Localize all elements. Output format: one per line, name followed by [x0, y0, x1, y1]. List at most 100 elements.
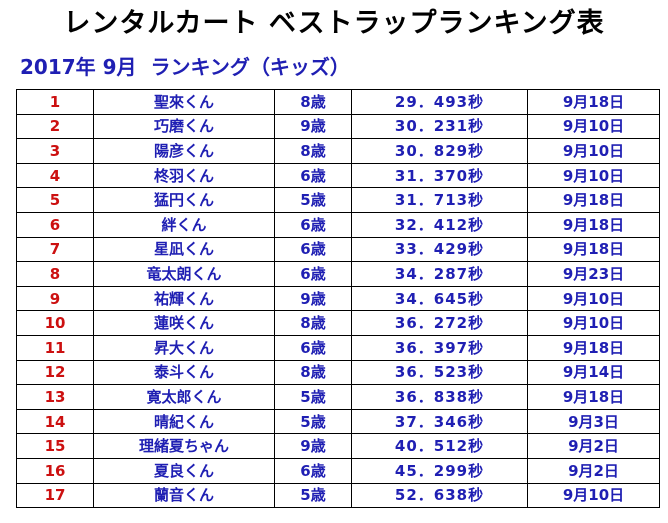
lap-time-cell: 31．370秒 [351, 162, 528, 189]
rank-cell: 12 [16, 359, 94, 386]
name-cell: 寛太郎くん [93, 384, 275, 410]
age-cell: 6歳 [274, 334, 352, 361]
lap-time-cell: 34．645秒 [351, 285, 528, 312]
lap-time-cell: 36．838秒 [351, 384, 528, 410]
rank-cell: 9 [16, 285, 94, 312]
name-cell: 昇大くん [93, 334, 275, 361]
age-cell: 5歳 [274, 187, 352, 213]
table-row: 2 巧磨くん 9歳 30．231秒 9月10日 [16, 113, 660, 140]
date-cell: 9月10日 [527, 310, 660, 336]
date-cell: 9月23日 [527, 261, 660, 287]
rank-cell: 3 [16, 138, 94, 164]
date-cell: 9月18日 [527, 236, 660, 263]
name-cell: 竜太朗くん [93, 261, 275, 287]
rank-cell: 11 [16, 334, 94, 361]
table-row: 11 昇大くん 6歳 36．397秒 9月18日 [16, 334, 660, 361]
lap-time-cell: 45．299秒 [351, 457, 528, 484]
table-row: 1 聖來くん 8歳 29．493秒 9月18日 [16, 89, 660, 115]
name-cell: 蘭音くん [93, 482, 275, 509]
rank-cell: 6 [16, 211, 94, 238]
rank-cell: 5 [16, 187, 94, 213]
age-cell: 6歳 [274, 236, 352, 263]
age-cell: 5歳 [274, 384, 352, 410]
lap-time-cell: 40．512秒 [351, 433, 528, 459]
date-cell: 9月18日 [527, 211, 660, 238]
rank-cell: 8 [16, 261, 94, 287]
name-cell: 聖來くん [93, 89, 275, 115]
age-cell: 9歳 [274, 433, 352, 459]
name-cell: 夏良くん [93, 457, 275, 484]
table-row: 6 絆くん 6歳 32．412秒 9月18日 [16, 211, 660, 238]
date-cell: 9月10日 [527, 482, 660, 509]
lap-time-cell: 36．272秒 [351, 310, 528, 336]
table-row: 13 寛太郎くん 5歳 36．838秒 9月18日 [16, 384, 660, 410]
table-row: 9 祐輝くん 9歳 34．645秒 9月10日 [16, 285, 660, 312]
date-cell: 9月10日 [527, 162, 660, 189]
rank-cell: 7 [16, 236, 94, 263]
age-cell: 6歳 [274, 457, 352, 484]
name-cell: 陽彦くん [93, 138, 275, 164]
date-cell: 9月18日 [527, 187, 660, 213]
lap-time-cell: 36．523秒 [351, 359, 528, 386]
rank-cell: 17 [16, 482, 94, 509]
rank-cell: 2 [16, 113, 94, 140]
date-cell: 9月3日 [527, 408, 660, 435]
name-cell: 晴紀くん [93, 408, 275, 435]
lap-time-cell: 30．231秒 [351, 113, 528, 140]
name-cell: 絆くん [93, 211, 275, 238]
date-cell: 9月10日 [527, 113, 660, 140]
date-cell: 9月2日 [527, 457, 660, 484]
lap-time-cell: 34．287秒 [351, 261, 528, 287]
lap-time-cell: 52．638秒 [351, 482, 528, 509]
lap-time-cell: 33．429秒 [351, 236, 528, 263]
age-cell: 6歳 [274, 211, 352, 238]
rank-cell: 15 [16, 433, 94, 459]
table-row: 3 陽彦くん 8歳 30．829秒 9月10日 [16, 138, 660, 164]
table-row: 17 蘭音くん 5歳 52．638秒 9月10日 [16, 482, 660, 509]
name-cell: 蓮咲くん [93, 310, 275, 336]
rank-cell: 4 [16, 162, 94, 189]
table-row: 7 星凪くん 6歳 33．429秒 9月18日 [16, 236, 660, 263]
date-cell: 9月18日 [527, 334, 660, 361]
rank-cell: 1 [16, 89, 94, 115]
age-cell: 6歳 [274, 261, 352, 287]
age-cell: 5歳 [274, 482, 352, 509]
age-cell: 9歳 [274, 113, 352, 140]
date-cell: 9月14日 [527, 359, 660, 386]
rank-cell: 14 [16, 408, 94, 435]
name-cell: 泰斗くん [93, 359, 275, 386]
lap-time-cell: 36．397秒 [351, 334, 528, 361]
age-cell: 6歳 [274, 162, 352, 189]
lap-time-cell: 31．713秒 [351, 187, 528, 213]
date-cell: 9月18日 [527, 384, 660, 410]
lap-time-cell: 37．346秒 [351, 408, 528, 435]
name-cell: 柊羽くん [93, 162, 275, 189]
age-cell: 9歳 [274, 285, 352, 312]
table-row: 16 夏良くん 6歳 45．299秒 9月2日 [16, 457, 660, 484]
table-row: 12 泰斗くん 8歳 36．523秒 9月14日 [16, 359, 660, 386]
table-row: 15 理緒夏ちゃん 9歳 40．512秒 9月2日 [16, 433, 660, 459]
date-cell: 9月10日 [527, 138, 660, 164]
date-cell: 9月2日 [527, 433, 660, 459]
age-cell: 8歳 [274, 310, 352, 336]
rank-cell: 13 [16, 384, 94, 410]
page-title: レンタルカート ベストラップランキング表 [63, 8, 605, 39]
date-cell: 9月10日 [527, 285, 660, 312]
name-cell: 猛円くん [93, 187, 275, 213]
lap-time-cell: 30．829秒 [351, 138, 528, 164]
age-cell: 8歳 [274, 138, 352, 164]
lap-time-cell: 32．412秒 [351, 211, 528, 238]
lap-time-cell: 29．493秒 [351, 89, 528, 115]
age-cell: 5歳 [274, 408, 352, 435]
table-row: 10 蓮咲くん 8歳 36．272秒 9月10日 [16, 310, 660, 336]
name-cell: 理緒夏ちゃん [93, 433, 275, 459]
table-row: 5 猛円くん 5歳 31．713秒 9月18日 [16, 187, 660, 213]
rank-cell: 16 [16, 457, 94, 484]
name-cell: 巧磨くん [93, 113, 275, 140]
name-cell: 祐輝くん [93, 285, 275, 312]
date-cell: 9月18日 [527, 89, 660, 115]
ranking-table-body: 1 聖來くん 8歳 29．493秒 9月18日 2 巧磨くん 9歳 30．231秒 9月10日 3 陽… [16, 89, 660, 509]
name-cell: 星凪くん [93, 236, 275, 263]
age-cell: 8歳 [274, 359, 352, 386]
rank-cell: 10 [16, 310, 94, 336]
